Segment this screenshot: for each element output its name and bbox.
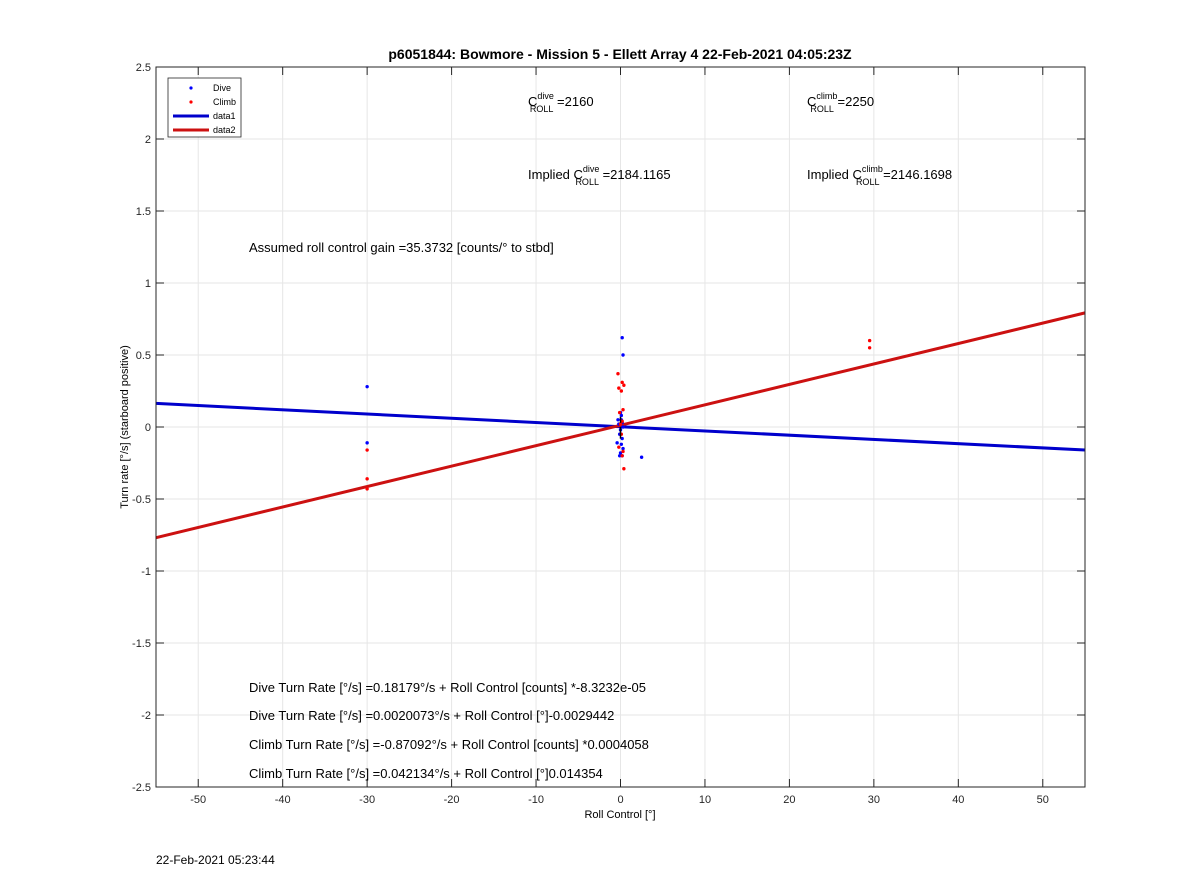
- legend-label-dive: Dive: [213, 83, 231, 93]
- dive-point: [621, 425, 625, 429]
- dive-point: [365, 384, 369, 389]
- legend-label-climb: Climb: [213, 97, 236, 107]
- y-tick-label: -2.5: [132, 782, 151, 794]
- climb-point: [622, 467, 626, 471]
- x-tick-label: 0: [617, 794, 623, 806]
- climb-point: [365, 487, 369, 491]
- x-axis-label: Roll Control [°]: [584, 809, 655, 821]
- climb-point: [617, 386, 621, 390]
- y-tick-label: -0.5: [132, 494, 151, 506]
- dive-point: [617, 454, 622, 458]
- climb-point: [621, 408, 625, 412]
- y-axis-label: Turn rate [°/s] (starboard positive): [119, 345, 131, 509]
- x-tick-label: -20: [444, 794, 460, 806]
- x-tick-label: 20: [783, 794, 795, 806]
- y-tick-label: 0: [145, 422, 151, 434]
- y-tick-label: -1: [141, 566, 151, 578]
- climb-point: [619, 389, 624, 393]
- x-tick-label: 10: [699, 794, 711, 806]
- climb-point: [621, 449, 625, 454]
- legend-box: [167, 77, 242, 138]
- y-tick-label: -1.5: [132, 638, 151, 650]
- data-points: [365, 336, 872, 491]
- dive-point: [619, 442, 624, 446]
- x-tick-label: -10: [528, 794, 544, 806]
- timestamp: 22-Feb-2021 05:23:44: [156, 853, 275, 867]
- climb-point: [867, 338, 872, 343]
- dive-point: [615, 441, 619, 445]
- y-tick-label: 1: [145, 278, 151, 290]
- climb-point: [867, 346, 872, 350]
- dive-point: [620, 436, 624, 441]
- y-tick-label: 2: [145, 134, 151, 146]
- legend-label-data1: data1: [213, 111, 236, 121]
- x-tick-label: -50: [190, 794, 206, 806]
- climb-point: [365, 448, 369, 452]
- climb-point: [618, 422, 623, 426]
- dive-point: [621, 446, 625, 451]
- chart-title: p6051844: Bowmore - Mission 5 - Ellett A…: [388, 46, 852, 62]
- x-tick-label: 40: [952, 794, 964, 806]
- y-tick-label: 0.5: [136, 350, 151, 362]
- climb-point: [620, 419, 624, 423]
- climb-point: [617, 445, 621, 449]
- equation-dive-degrees: Dive Turn Rate [°/s] =0.0020073°/s + Rol…: [249, 708, 614, 723]
- y-tick-label: 1.5: [136, 206, 151, 218]
- climb-point: [620, 380, 624, 385]
- legend-marker-climb: [189, 100, 193, 104]
- dive-point: [616, 418, 620, 422]
- legend: Dive Climb data1 data2: [167, 77, 242, 138]
- dive-point: [365, 441, 369, 445]
- dive-point: [619, 413, 624, 418]
- climb-point: [620, 454, 624, 458]
- x-tick-label: 50: [1037, 794, 1049, 806]
- dive-point: [639, 455, 644, 459]
- climb-point: [617, 410, 622, 415]
- dive-point: [618, 451, 623, 455]
- annotation-c-roll-dive: Cdive ROLL =2160: [528, 91, 594, 114]
- annotation-implied-c-roll-dive: Implied Cdive ROLL =2184.1165: [528, 164, 671, 187]
- x-tick-label: -30: [359, 794, 375, 806]
- x-tick-label: 30: [868, 794, 880, 806]
- dive-point: [621, 353, 625, 357]
- annotation-c-roll-climb: Cclimb ROLL =2250: [807, 91, 874, 114]
- legend-marker-dive: [189, 86, 193, 90]
- climb-point: [365, 477, 369, 481]
- climb-point: [622, 383, 626, 387]
- x-tick-label: -40: [275, 794, 291, 806]
- equation-dive-counts: Dive Turn Rate [°/s] =0.18179°/s + Roll …: [249, 680, 646, 695]
- annotation-gain: Assumed roll control gain =35.3732 [coun…: [249, 240, 554, 255]
- climb-point: [616, 372, 620, 376]
- annotation-implied-c-roll-climb: Implied Cclimb ROLL =2146.1698: [807, 164, 952, 187]
- y-tick-label: 2.5: [136, 62, 151, 74]
- y-tick-label: -2: [141, 710, 151, 722]
- equation-climb-degrees: Climb Turn Rate [°/s] =0.042134°/s + Rol…: [249, 766, 603, 781]
- legend-label-data2: data2: [213, 125, 236, 135]
- equation-climb-counts: Climb Turn Rate [°/s] =-0.87092°/s + Rol…: [249, 737, 649, 752]
- dive-point: [620, 336, 624, 340]
- axis-ticks: -50 -40 -30 -20 -10 0 10 20 30 40 50-2.5-2-1.5-1-0…: [132, 62, 1085, 806]
